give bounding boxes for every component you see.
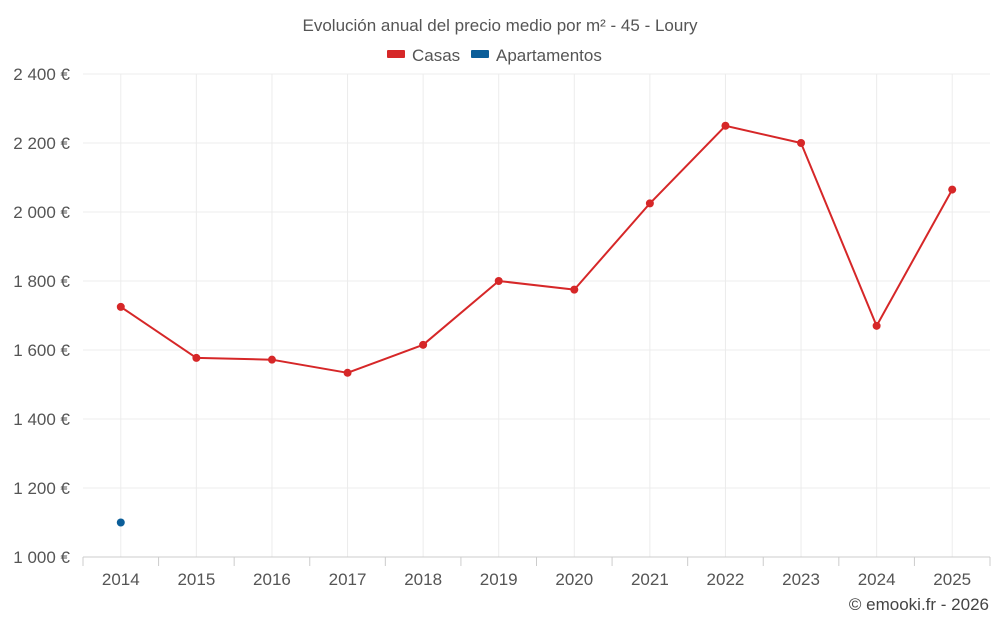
x-tick-label: 2015 xyxy=(177,570,215,589)
x-tick-label: 2025 xyxy=(933,570,971,589)
y-tick-label: 1 400 € xyxy=(13,410,70,429)
data-point-casas xyxy=(721,121,730,130)
data-point-casas xyxy=(267,355,276,364)
axes: 1 000 € 1 200 € 1 400 € 1 600 € 1 800 € 2 000… xyxy=(13,65,991,589)
x-tick-label: 2014 xyxy=(102,570,140,589)
y-tick-label: 1 800 € xyxy=(13,272,70,291)
legend-item-casas[interactable]: Casas xyxy=(387,46,460,65)
x-tick-label: 2023 xyxy=(782,570,820,589)
y-tick-label: 2 400 € xyxy=(13,65,70,84)
x-tick-label: 2020 xyxy=(555,570,593,589)
y-tick-label: 1 200 € xyxy=(13,479,70,498)
data-point-casas xyxy=(419,340,428,349)
y-tick-label: 1 600 € xyxy=(13,341,70,360)
data-point-casas xyxy=(872,321,881,330)
x-tick-label: 2024 xyxy=(858,570,896,589)
data-point-casas xyxy=(570,285,579,294)
x-tick-label: 2018 xyxy=(404,570,442,589)
data-point-casas xyxy=(116,302,125,311)
legend-item-apartamentos[interactable]: Apartamentos xyxy=(471,46,602,65)
y-tick-label: 2 000 € xyxy=(13,203,70,222)
y-tick-label: 1 000 € xyxy=(13,548,70,567)
x-tick-label: 2017 xyxy=(329,570,367,589)
x-tick-label: 2019 xyxy=(480,570,518,589)
y-tick-label: 2 200 € xyxy=(13,134,70,153)
data-point-casas xyxy=(645,199,654,208)
data-point-casas xyxy=(948,185,957,194)
legend-swatch-casas xyxy=(387,50,405,58)
data-point-casas xyxy=(797,139,806,147)
legend-swatch-apartamentos xyxy=(471,50,489,58)
x-tick-label: 2021 xyxy=(631,570,669,589)
series-layer xyxy=(116,121,957,527)
x-tick-label: 2022 xyxy=(707,570,745,589)
credit-text: © emooki.fr - 2026 xyxy=(849,595,989,614)
data-point-apartamentos xyxy=(116,518,125,527)
x-tick-label: 2016 xyxy=(253,570,291,589)
data-point-casas xyxy=(192,353,201,362)
data-point-casas xyxy=(494,277,503,285)
series-line-casas xyxy=(120,124,954,374)
legend-label-apartamentos: Apartamentos xyxy=(496,46,602,65)
legend: Casas Apartamentos xyxy=(387,46,602,65)
chart-title: Evolución anual del precio medio por m² … xyxy=(303,16,698,35)
grid xyxy=(83,73,990,557)
data-point-casas xyxy=(343,368,352,377)
legend-label-casas: Casas xyxy=(412,46,460,65)
